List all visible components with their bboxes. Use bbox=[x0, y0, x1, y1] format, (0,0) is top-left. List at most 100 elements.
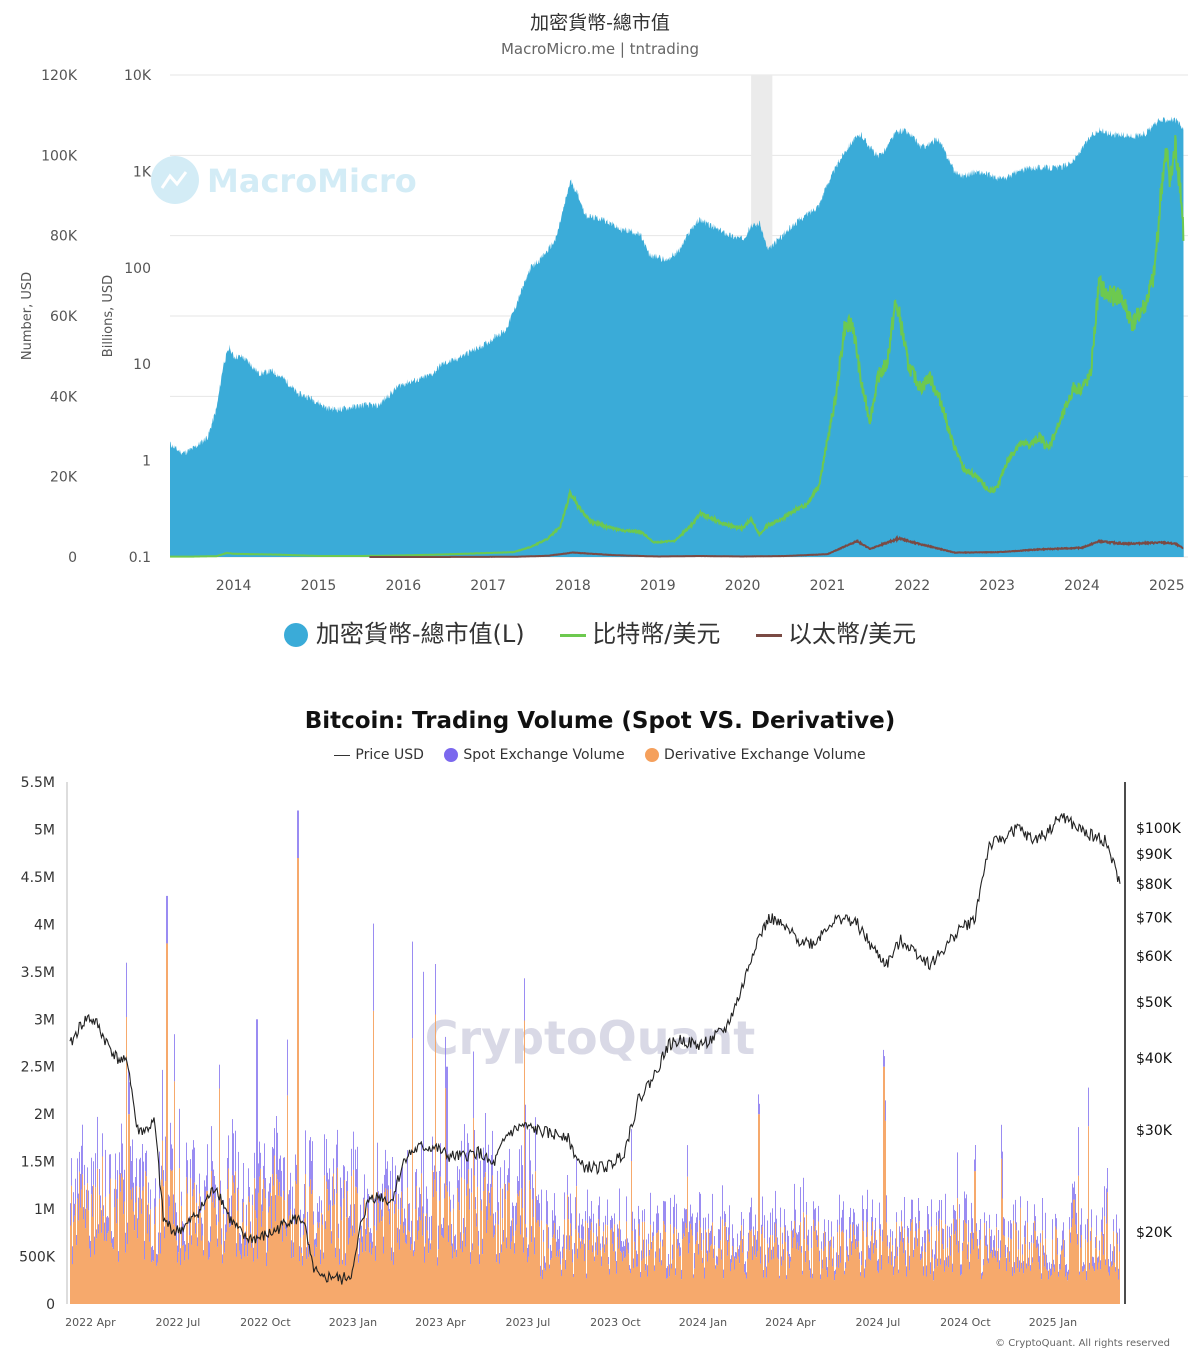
bar-spot bbox=[936, 1212, 937, 1226]
legend-item-spot[interactable]: Spot Exchange Volume bbox=[444, 747, 625, 763]
bar-derivative bbox=[373, 1010, 374, 1304]
bar-spot bbox=[676, 1203, 677, 1230]
bar-derivative bbox=[1117, 1244, 1118, 1304]
bar-spot bbox=[709, 1232, 710, 1253]
bar-derivative bbox=[945, 1224, 946, 1304]
bar-spot bbox=[500, 1167, 501, 1189]
bar-spot bbox=[999, 1260, 1000, 1269]
bar-derivative bbox=[449, 1196, 450, 1304]
bar-derivative bbox=[931, 1226, 932, 1304]
bar-spot bbox=[642, 1210, 643, 1222]
bar-spot bbox=[260, 1152, 261, 1169]
bar-spot bbox=[655, 1251, 656, 1258]
bar-derivative bbox=[394, 1213, 395, 1304]
bar-spot bbox=[486, 1206, 487, 1233]
bar-spot bbox=[532, 1174, 533, 1200]
y-right-tick-label: $20K bbox=[1136, 1225, 1173, 1241]
bar-spot bbox=[156, 1253, 157, 1266]
bar-spot bbox=[864, 1268, 865, 1278]
bar-derivative bbox=[152, 1260, 153, 1304]
legend-item-btc[interactable]: 比特幣/美元 bbox=[560, 614, 720, 649]
bar-spot bbox=[459, 1169, 460, 1211]
bar-spot bbox=[401, 1170, 402, 1192]
bar-derivative bbox=[927, 1229, 928, 1304]
bar-derivative bbox=[882, 1241, 883, 1304]
bar-derivative bbox=[578, 1232, 579, 1304]
bar-spot bbox=[719, 1229, 720, 1249]
bar-spot bbox=[463, 1218, 464, 1234]
x-tick-label: 2024 bbox=[1064, 578, 1100, 594]
bar-spot bbox=[769, 1237, 770, 1249]
bar-spot bbox=[333, 1158, 334, 1174]
bar-derivative bbox=[1018, 1249, 1019, 1304]
bar-spot bbox=[389, 1208, 390, 1225]
bar-spot bbox=[273, 1148, 274, 1186]
bar-derivative bbox=[73, 1221, 74, 1304]
bar-spot bbox=[385, 1149, 386, 1189]
legend-item-eth[interactable]: 以太幣/美元 bbox=[756, 614, 916, 649]
btc-volume-chart-panel: Bitcoin: Trading Volume (Spot VS. Deriva… bbox=[0, 690, 1200, 1365]
bar-derivative bbox=[123, 1214, 124, 1304]
bar-derivative bbox=[195, 1233, 196, 1304]
bar-derivative bbox=[369, 1252, 370, 1304]
bar-derivative bbox=[754, 1254, 755, 1304]
legend-dot-icon bbox=[283, 623, 308, 647]
bar-derivative bbox=[441, 1235, 442, 1304]
y-right-tick-label: 0.1 bbox=[129, 550, 151, 566]
bar-derivative bbox=[845, 1268, 846, 1304]
bar-spot bbox=[449, 1181, 450, 1197]
bar-derivative bbox=[592, 1252, 593, 1304]
bar-derivative bbox=[1115, 1271, 1116, 1304]
bar-derivative bbox=[1086, 1280, 1087, 1304]
bar-spot bbox=[539, 1203, 540, 1227]
bar-derivative bbox=[813, 1219, 814, 1304]
bar-spot bbox=[556, 1241, 557, 1257]
bar-spot bbox=[901, 1210, 902, 1222]
bar-spot bbox=[715, 1265, 716, 1269]
bar-derivative bbox=[1027, 1222, 1028, 1304]
bar-derivative bbox=[697, 1232, 698, 1304]
bar-spot bbox=[546, 1190, 547, 1224]
bar-derivative bbox=[301, 1253, 302, 1304]
bar-spot bbox=[1024, 1225, 1025, 1238]
bar-spot bbox=[854, 1212, 855, 1235]
bar-derivative bbox=[1037, 1246, 1038, 1304]
bar-derivative bbox=[641, 1260, 642, 1304]
bar-derivative bbox=[140, 1199, 141, 1304]
bar-spot bbox=[1066, 1264, 1067, 1273]
btc-volume-chart[interactable]: CryptoQuant 0500K1M1.5M2M2.5M3M3.5M4M4.5… bbox=[0, 690, 1200, 1365]
bar-derivative bbox=[670, 1224, 671, 1304]
bar-spot bbox=[975, 1145, 976, 1172]
bar-spot bbox=[896, 1212, 897, 1223]
bar-spot bbox=[227, 1158, 228, 1190]
bar-derivative bbox=[500, 1188, 501, 1304]
bar-spot bbox=[885, 1100, 886, 1121]
bar-derivative bbox=[725, 1222, 726, 1304]
bar-spot bbox=[669, 1264, 670, 1277]
bar-spot bbox=[90, 1240, 91, 1257]
bar-derivative bbox=[1034, 1220, 1035, 1304]
bar-derivative bbox=[530, 1189, 531, 1304]
bar-spot bbox=[1111, 1261, 1112, 1267]
bar-spot bbox=[647, 1265, 648, 1277]
bar-spot bbox=[149, 1214, 150, 1242]
bar-spot bbox=[393, 1252, 394, 1265]
bar-derivative bbox=[570, 1223, 571, 1304]
bar-spot bbox=[543, 1229, 544, 1242]
bar-spot bbox=[720, 1216, 721, 1241]
bar-spot bbox=[518, 1181, 519, 1197]
bar-spot bbox=[280, 1155, 281, 1197]
bar-spot bbox=[1067, 1271, 1068, 1281]
bar-spot bbox=[421, 1141, 422, 1174]
bar-spot bbox=[538, 1194, 539, 1221]
legend-item-market-cap[interactable]: 加密貨幣-總市值(L) bbox=[283, 614, 525, 649]
bar-derivative bbox=[205, 1202, 206, 1304]
legend-item-derivative[interactable]: Derivative Exchange Volume bbox=[645, 747, 866, 763]
legend-item-price[interactable]: Price USD bbox=[334, 747, 424, 763]
bar-spot bbox=[855, 1239, 856, 1250]
bar-derivative bbox=[382, 1216, 383, 1304]
bar-spot bbox=[822, 1259, 823, 1269]
bar-spot bbox=[1009, 1251, 1010, 1263]
bar-derivative bbox=[203, 1255, 204, 1304]
